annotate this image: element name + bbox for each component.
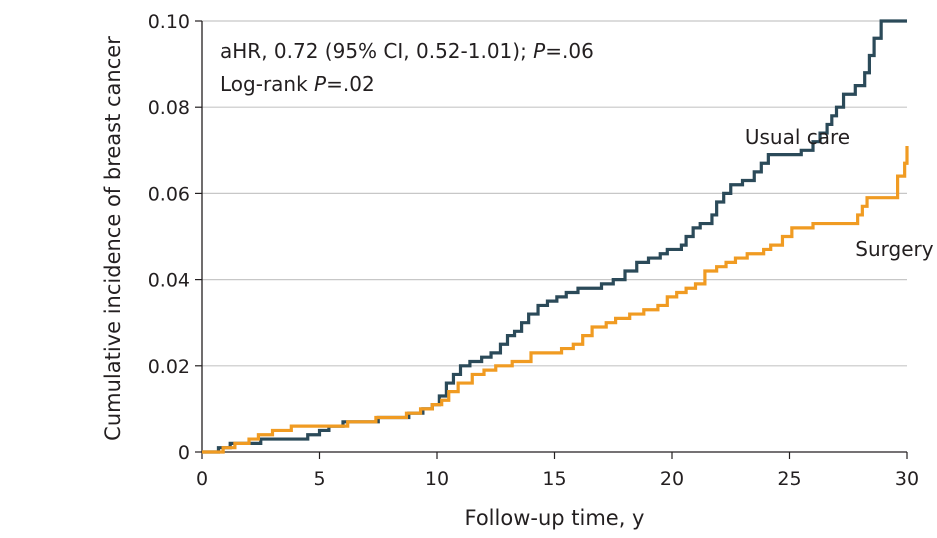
gridlines [202, 20, 907, 367]
series-label-usual-care: Usual care [745, 125, 850, 149]
x-tick-label: 0 [196, 468, 208, 490]
labels: Usual care Surgery aHR, 0.72 (95% CI, 0.52… [220, 39, 934, 261]
annotation-part: =.06 [545, 39, 594, 63]
y-tick-label: 0.10 [148, 11, 190, 33]
y-tick-label: 0.02 [148, 356, 190, 378]
annotation-ahr: aHR, 0.72 (95% CI, 0.52-1.01); P=.06 [220, 39, 594, 63]
annotation-part: P [533, 39, 546, 63]
y-tick-label: 0.04 [148, 270, 190, 292]
series-line-surgery [202, 145, 909, 454]
annotation-part: P [314, 72, 327, 96]
y-axis-title: Cumulative incidence of breast cancer [101, 36, 125, 441]
y-tick-label: 0 [178, 442, 190, 464]
x-tick-label: 25 [777, 468, 801, 490]
x-tick-label: 30 [895, 468, 919, 490]
y-tick-label: 0.08 [148, 97, 190, 119]
annotation-part: Log-rank [220, 72, 314, 96]
series-label-surgery: Surgery [855, 237, 933, 261]
x-axis-title: Follow-up time, y [465, 506, 645, 530]
x-tick-label: 5 [313, 468, 325, 490]
y-tick-label: 0.06 [148, 183, 190, 205]
annotation-logrank: Log-rank P=.02 [220, 72, 375, 96]
x-tick-label: 10 [425, 468, 449, 490]
x-tick-label: 15 [542, 468, 566, 490]
annotation-part: =.02 [326, 72, 375, 96]
x-tick-label: 20 [660, 468, 684, 490]
series-lines [202, 19, 909, 454]
annotation-part: aHR, 0.72 (95% CI, 0.52-1.01); [220, 39, 533, 63]
axes: 0 0.02 0.04 0.06 0.08 0.10 0 5 10 15 20 25 30 Follow-… [101, 11, 919, 530]
